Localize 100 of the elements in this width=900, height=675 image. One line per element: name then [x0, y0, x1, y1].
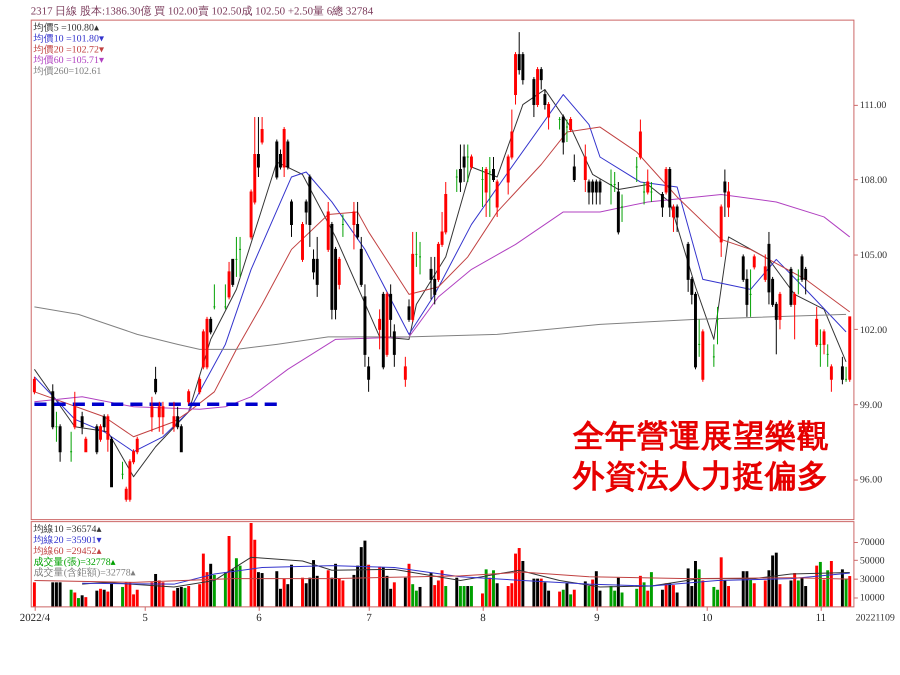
bar: [256, 572, 260, 606]
candlestick: [660, 191, 664, 218]
bar: [312, 560, 315, 606]
bar: [176, 588, 180, 606]
y-tick-label: 70000: [860, 537, 885, 548]
bar: [650, 572, 653, 606]
candlestick: [672, 204, 675, 232]
candlestick: [80, 411, 84, 435]
bar: [172, 590, 176, 606]
candlestick: [73, 391, 76, 430]
bar: [301, 578, 304, 606]
bar: [80, 595, 84, 606]
bar: [844, 578, 848, 606]
bar: [150, 582, 154, 606]
bar: [392, 582, 396, 606]
bar: [569, 594, 572, 606]
bar: [840, 569, 844, 606]
annotation: 外資法人力挺偏多: [572, 458, 830, 494]
bar: [77, 598, 80, 606]
text: 均價20 =102.72▾: [32, 43, 104, 56]
candlestick: [392, 324, 396, 368]
bar: [642, 582, 646, 606]
text: 均價10 =101.80▾: [32, 32, 104, 44]
bar: [404, 578, 407, 606]
candlestick: [723, 169, 726, 218]
candlestick: [664, 166, 668, 195]
x-tick-label: 10: [702, 612, 713, 624]
bar: [793, 573, 796, 606]
candlestick: [408, 298, 410, 322]
x-tick-label: 5: [142, 612, 148, 624]
candlestick: [793, 291, 796, 340]
candlestick: [172, 401, 176, 432]
bar: [591, 580, 594, 606]
bar: [572, 590, 576, 606]
bar: [588, 586, 590, 606]
bar: [594, 571, 598, 606]
x-tick-label: 8: [480, 612, 486, 624]
candlestick: [260, 116, 264, 146]
y-tick-label: 108.00: [860, 174, 888, 186]
bar: [745, 571, 748, 606]
candlestick: [99, 424, 102, 442]
bar: [492, 570, 495, 606]
candlestick: [484, 166, 488, 218]
text: 均價5 =100.80▴: [32, 22, 99, 34]
bar: [620, 592, 624, 606]
bar: [826, 570, 830, 606]
candlestick: [594, 178, 598, 205]
candlestick: [569, 116, 572, 133]
y-tick-label: 99.00: [860, 400, 882, 411]
candlestick: [727, 181, 730, 218]
candlestick: [543, 89, 546, 110]
bar: [234, 558, 238, 606]
x-tick-label: 7: [366, 612, 372, 624]
bar: [250, 523, 253, 606]
bar: [698, 569, 701, 606]
annotation: 成交量(含鉅額)=32778▴: [34, 566, 136, 579]
y-tick-label: 50000: [860, 556, 885, 567]
bar: [521, 561, 524, 606]
y-tick-label: 10000: [860, 592, 885, 604]
bar: [818, 562, 822, 606]
bar: [496, 583, 499, 606]
bar: [95, 590, 98, 606]
bar: [488, 578, 492, 606]
bar: [694, 561, 697, 606]
bar: [610, 586, 612, 606]
bar: [440, 570, 444, 606]
candlestick: [356, 201, 360, 240]
bar: [532, 578, 536, 606]
bar: [830, 561, 833, 606]
bar: [484, 569, 488, 606]
bar: [796, 580, 800, 606]
bar: [616, 578, 620, 606]
text: 均價260=102.61: [32, 65, 102, 78]
bar: [771, 555, 774, 606]
bar: [106, 592, 110, 606]
bar: [99, 588, 102, 606]
annotation: 全年營運展望樂觀: [572, 418, 830, 455]
bar: [462, 586, 466, 606]
bar: [32, 582, 36, 606]
bar: [720, 557, 723, 606]
bar: [228, 536, 231, 606]
x-tick-label: 9: [594, 612, 600, 624]
bar: [536, 578, 540, 606]
bar: [54, 582, 58, 606]
candlestick: [822, 328, 826, 355]
x-tick-label: 11: [816, 612, 826, 624]
bar: [716, 590, 719, 606]
bar: [58, 582, 62, 606]
bar: [282, 578, 286, 606]
bar: [184, 588, 186, 606]
candlestick: [150, 396, 154, 432]
candlestick: [102, 414, 106, 432]
bar: [660, 590, 664, 606]
bar: [212, 574, 216, 606]
bar: [676, 592, 679, 606]
bar: [672, 585, 675, 606]
candlestick: [591, 178, 594, 205]
bar: [723, 580, 726, 606]
bar: [73, 592, 76, 606]
candlestick: [84, 436, 88, 452]
